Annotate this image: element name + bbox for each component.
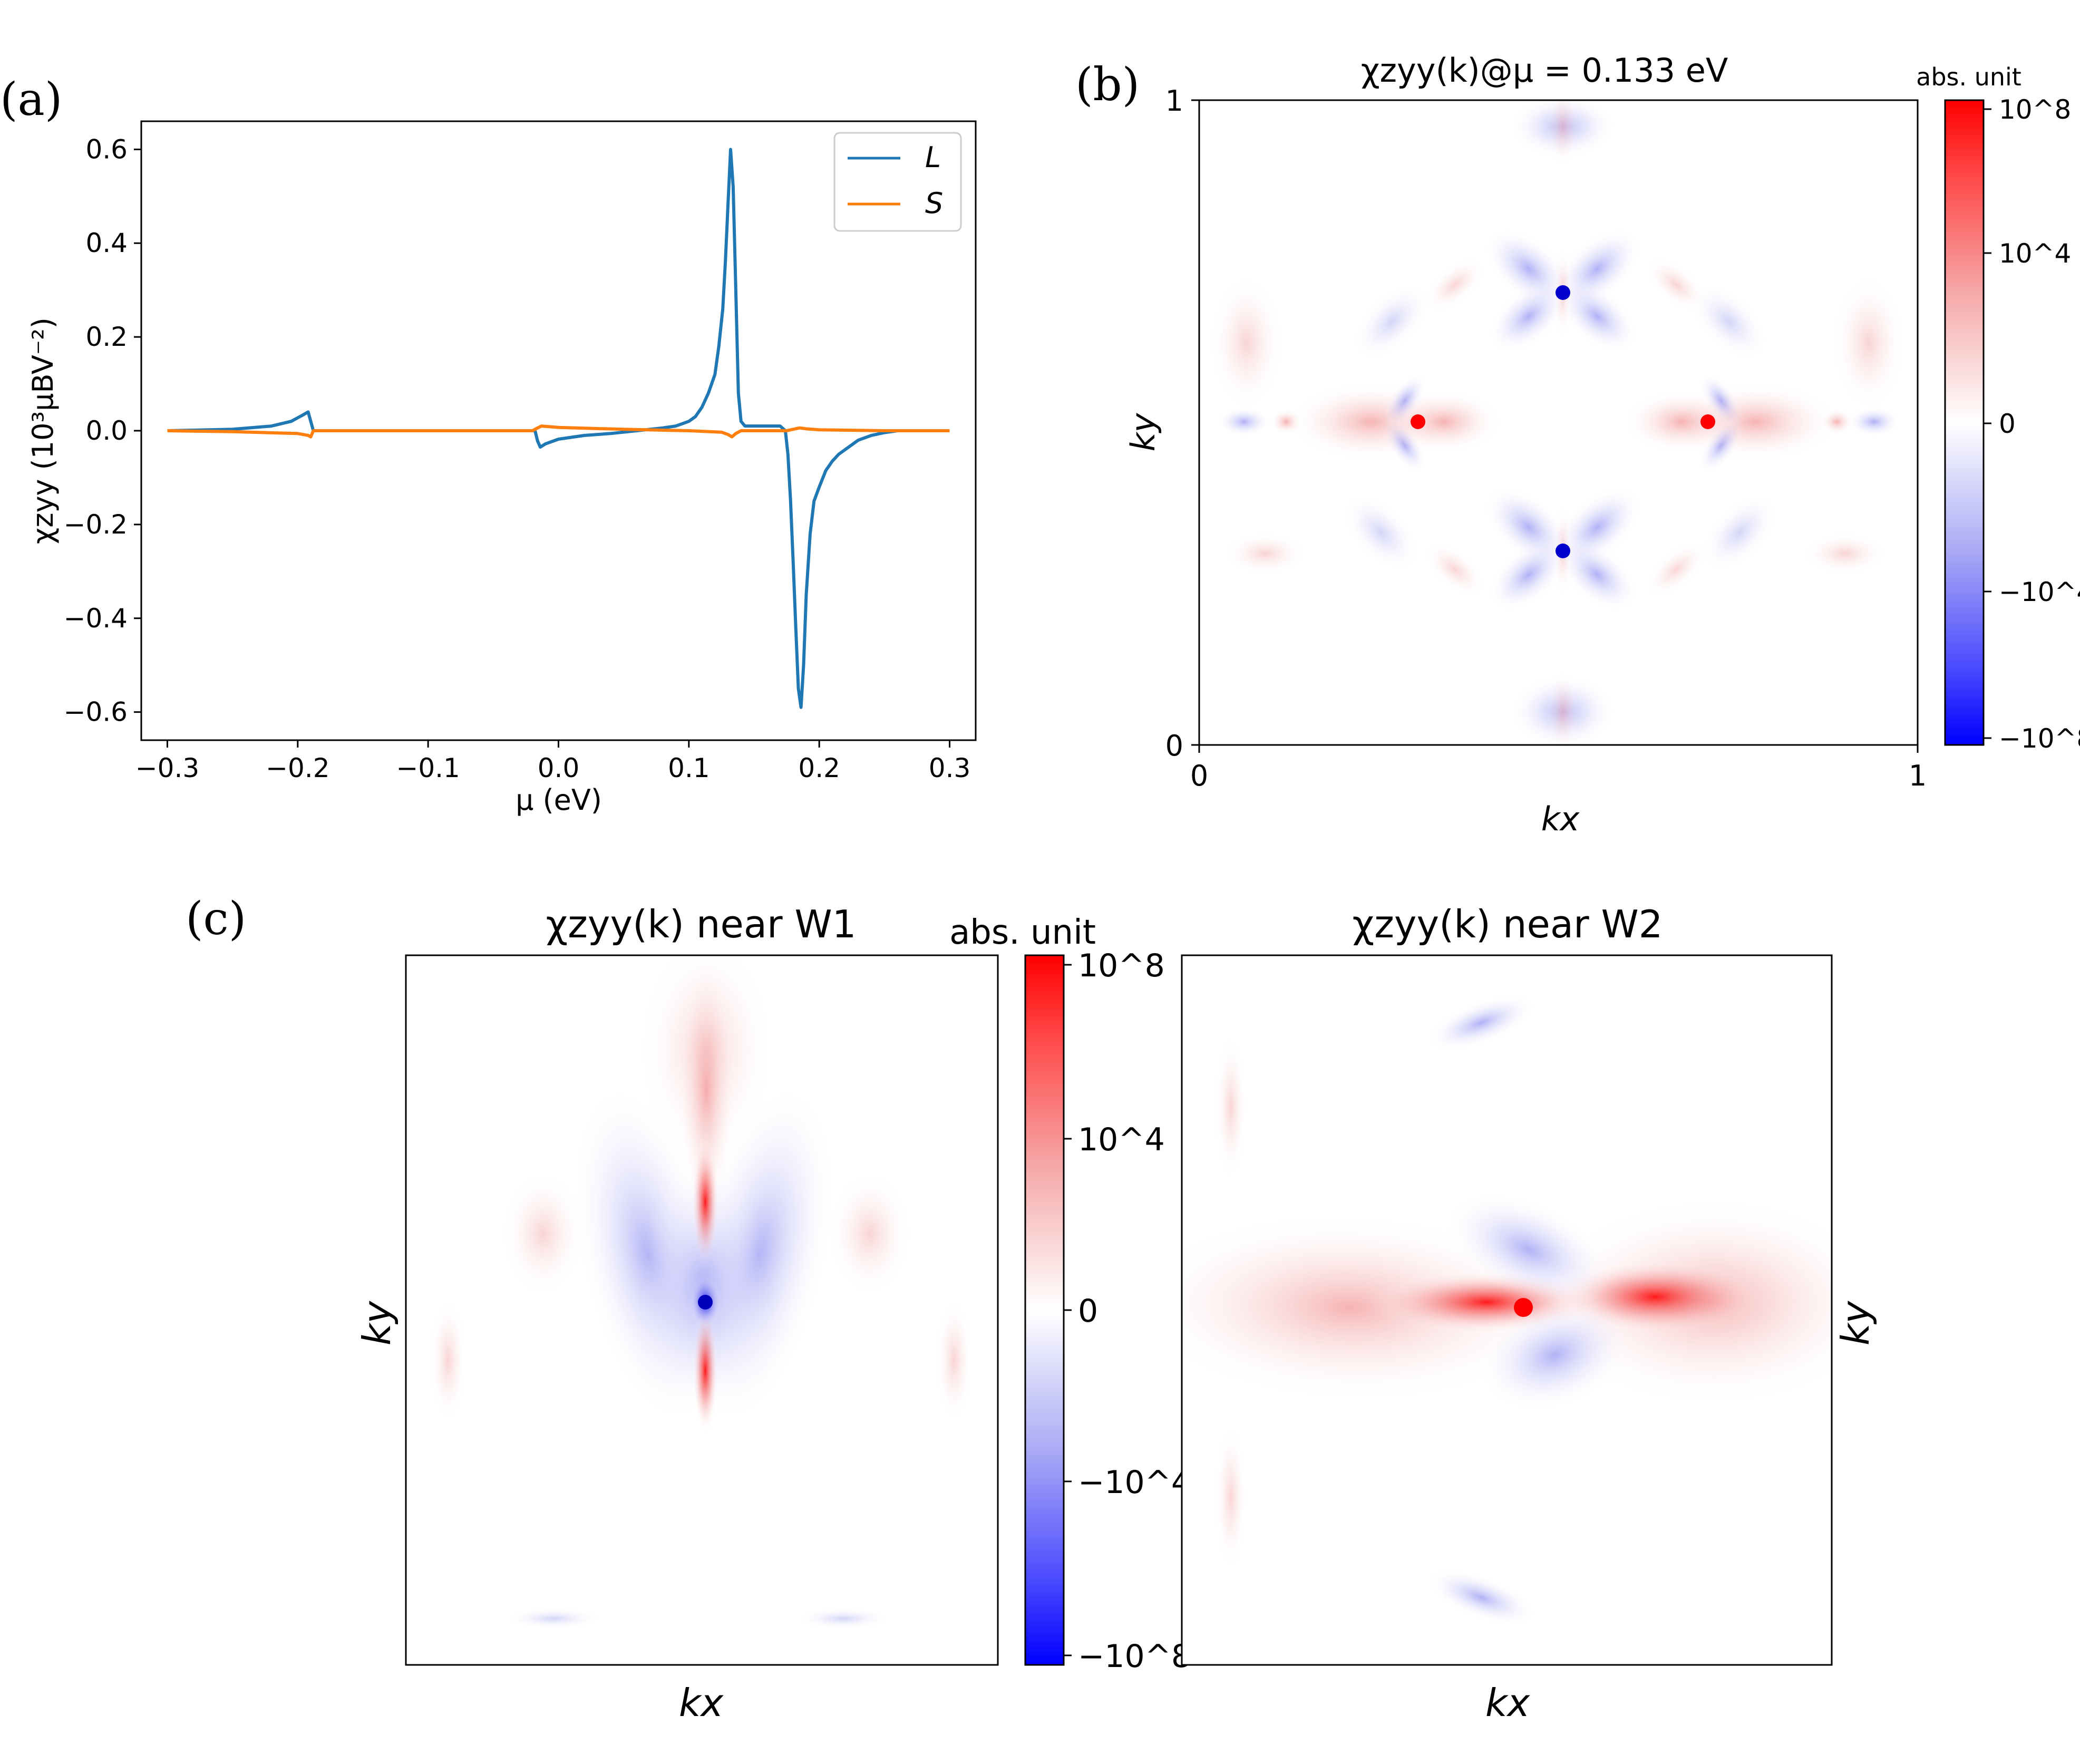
panel-c-left-map: [406, 955, 998, 1665]
colorbar-b-tick-0: 10^8: [1999, 94, 2071, 125]
panel-a-line-chart: −0.3 −0.2 −0.1 0.0 0.1 0.2 0.3 −0.6 −0.4 −0.2 0.0…: [26, 120, 977, 817]
colorbar-c-tick-0: 10^8: [1078, 947, 1165, 984]
y-tick-label: −0.2: [64, 509, 128, 540]
panel-c-left-title: χzyy(k) near W1: [546, 902, 857, 946]
panel-c-colorbar: abs. unit 10^8 10^4 0 −10^4 −10^8: [949, 913, 1191, 1675]
legend-label-L: L: [925, 141, 941, 174]
panel-b-xtick-0: 0: [1190, 759, 1208, 792]
series-line-S: [167, 424, 950, 439]
legend-label-S: S: [925, 187, 943, 220]
x-tick-label: 0.0: [538, 753, 580, 783]
x-tick-label: −0.3: [135, 753, 199, 783]
panel-c-right-map: [1182, 955, 1832, 1665]
panel-c-right-heatmap: χzyy(k) near W2 kx ky: [1181, 902, 1878, 1725]
colorbar-b-label: abs. unit: [1916, 63, 2021, 91]
panel-label-c: (c): [186, 893, 246, 945]
panel-b-xtick-1: 1: [1909, 759, 1927, 792]
y-tick-label: −0.6: [64, 697, 128, 728]
panel-c-right-xlabel: kx: [1485, 1681, 1531, 1725]
panel-b-ytick-1: 1: [1165, 84, 1183, 118]
panel-b-axes-frame: [1198, 99, 1919, 746]
panel-a-legend: L S: [833, 132, 962, 232]
colorbar-c-label: abs. unit: [949, 913, 1096, 952]
x-tick-label: −0.1: [396, 753, 460, 783]
panel-label-a: (a): [0, 73, 62, 126]
panel-c-left-axes-frame: [405, 954, 999, 1666]
panel-a-xlabel: μ (eV): [516, 783, 602, 817]
panel-b-ytick-0: 0: [1165, 729, 1183, 762]
y-tick-label: −0.4: [64, 603, 128, 634]
colorbar-c-tick-1: 10^4: [1078, 1121, 1165, 1158]
x-tick-label: 0.3: [929, 753, 971, 783]
panel-b-xlabel: kx: [1541, 800, 1580, 838]
colorbar-c-tick-4: −10^8: [1078, 1638, 1191, 1675]
panel-a-ylabel: χzyy (10³μBV⁻²): [26, 317, 60, 544]
colorbar-c-tick-2: 0: [1078, 1293, 1098, 1330]
panel-b-heatmap: 0 1 0 1 χzyy(k)@μ = 0.133 eV kx ky abs. …: [1124, 51, 2080, 838]
colorbar-b-tick-4: −10^8: [1999, 723, 2080, 754]
colorbar-b-tick-2: 0: [1999, 409, 2016, 439]
panel-b-ticks: [1191, 99, 1919, 753]
panel-c-left-xlabel: kx: [679, 1681, 724, 1725]
x-tick-label: 0.1: [668, 753, 710, 783]
panel-c-right-ylabel: ky: [1833, 1300, 1878, 1345]
panel-b-colorbar: abs. unit 10^8 10^4 0 −10^4 −10^8: [1916, 63, 2080, 754]
y-tick-label: 0.4: [85, 228, 128, 258]
panel-b-title: χzyy(k)@μ = 0.133 eV: [1361, 51, 1728, 90]
panel-label-b: (b): [1075, 59, 1140, 111]
colorbar-c-tick-3: −10^4: [1078, 1464, 1191, 1501]
x-tick-label: 0.2: [798, 753, 840, 783]
panel-b-map: [1199, 100, 1918, 745]
y-tick-label: 0.0: [85, 415, 128, 446]
y-tick-label: 0.2: [85, 322, 128, 352]
colorbar-b-tick-3: −10^4: [1999, 577, 2080, 607]
panel-c-right-title: χzyy(k) near W2: [1353, 902, 1663, 946]
colorbar-b-tick-1: 10^4: [1999, 238, 2071, 269]
panel-c-left-heatmap: χzyy(k) near W1 kx ky abs. unit 10^8 10^…: [355, 902, 1191, 1725]
y-tick-label: 0.6: [85, 134, 128, 164]
x-tick-label: −0.2: [266, 753, 329, 783]
panel-c-left-ylabel: ky: [355, 1300, 399, 1345]
panel-b-ylabel: ky: [1124, 412, 1162, 451]
panel-c-right-axes-frame: [1181, 954, 1833, 1666]
